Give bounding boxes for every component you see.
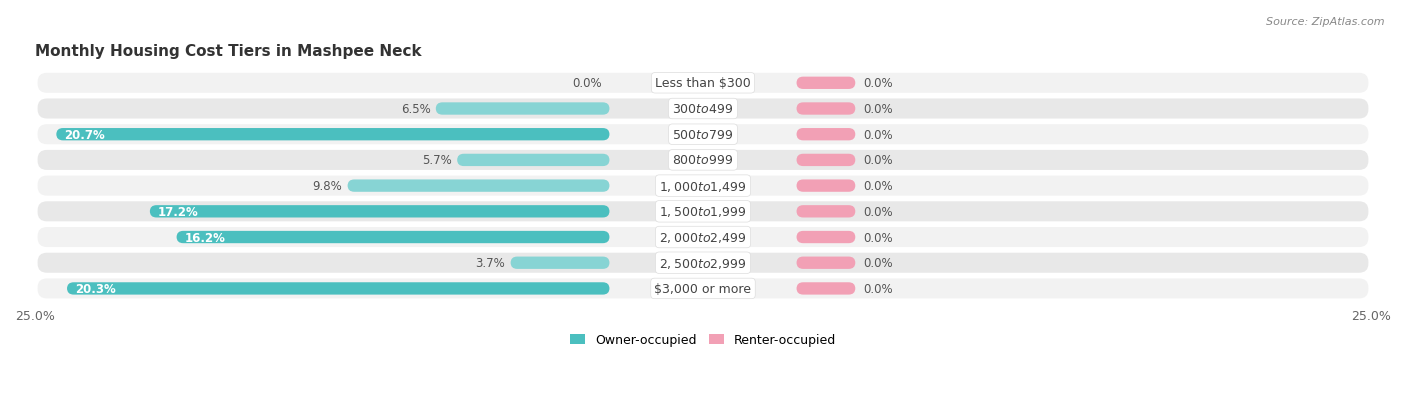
FancyBboxPatch shape xyxy=(797,231,855,244)
Text: $3,000 or more: $3,000 or more xyxy=(655,282,751,295)
Text: 5.7%: 5.7% xyxy=(422,154,451,167)
FancyBboxPatch shape xyxy=(797,129,855,141)
FancyBboxPatch shape xyxy=(797,257,855,269)
Text: 0.0%: 0.0% xyxy=(863,77,893,90)
FancyBboxPatch shape xyxy=(38,125,1368,145)
FancyBboxPatch shape xyxy=(38,150,1368,171)
FancyBboxPatch shape xyxy=(150,206,609,218)
FancyBboxPatch shape xyxy=(56,129,609,141)
Text: 20.3%: 20.3% xyxy=(75,282,115,295)
FancyBboxPatch shape xyxy=(177,231,609,244)
Text: $1,500 to $1,999: $1,500 to $1,999 xyxy=(659,205,747,219)
Text: 0.0%: 0.0% xyxy=(863,282,893,295)
Text: $2,500 to $2,999: $2,500 to $2,999 xyxy=(659,256,747,270)
FancyBboxPatch shape xyxy=(797,180,855,192)
FancyBboxPatch shape xyxy=(38,74,1368,94)
Text: $2,000 to $2,499: $2,000 to $2,499 xyxy=(659,230,747,244)
Text: 0.0%: 0.0% xyxy=(863,231,893,244)
Text: 0.0%: 0.0% xyxy=(863,128,893,141)
Text: Source: ZipAtlas.com: Source: ZipAtlas.com xyxy=(1267,17,1385,26)
Text: $800 to $999: $800 to $999 xyxy=(672,154,734,167)
FancyBboxPatch shape xyxy=(797,206,855,218)
FancyBboxPatch shape xyxy=(38,228,1368,247)
FancyBboxPatch shape xyxy=(38,202,1368,222)
Text: 9.8%: 9.8% xyxy=(312,180,342,192)
Text: 0.0%: 0.0% xyxy=(863,180,893,192)
FancyBboxPatch shape xyxy=(457,154,609,167)
Text: Monthly Housing Cost Tiers in Mashpee Neck: Monthly Housing Cost Tiers in Mashpee Ne… xyxy=(35,44,422,59)
FancyBboxPatch shape xyxy=(436,103,609,115)
Text: 20.7%: 20.7% xyxy=(65,128,105,141)
FancyBboxPatch shape xyxy=(38,253,1368,273)
Text: 0.0%: 0.0% xyxy=(572,77,602,90)
FancyBboxPatch shape xyxy=(38,279,1368,299)
FancyBboxPatch shape xyxy=(797,78,855,90)
FancyBboxPatch shape xyxy=(797,282,855,295)
Text: 0.0%: 0.0% xyxy=(863,103,893,116)
Legend: Owner-occupied, Renter-occupied: Owner-occupied, Renter-occupied xyxy=(565,329,841,351)
Text: 0.0%: 0.0% xyxy=(863,205,893,218)
FancyBboxPatch shape xyxy=(67,282,609,295)
FancyBboxPatch shape xyxy=(38,176,1368,196)
FancyBboxPatch shape xyxy=(38,99,1368,119)
FancyBboxPatch shape xyxy=(347,180,609,192)
FancyBboxPatch shape xyxy=(797,103,855,115)
Text: 0.0%: 0.0% xyxy=(863,154,893,167)
Text: $300 to $499: $300 to $499 xyxy=(672,103,734,116)
Text: 6.5%: 6.5% xyxy=(401,103,430,116)
Text: $500 to $799: $500 to $799 xyxy=(672,128,734,141)
FancyBboxPatch shape xyxy=(510,257,609,269)
Text: 0.0%: 0.0% xyxy=(863,256,893,270)
FancyBboxPatch shape xyxy=(797,154,855,167)
Text: 17.2%: 17.2% xyxy=(157,205,198,218)
Text: 16.2%: 16.2% xyxy=(184,231,225,244)
Text: 3.7%: 3.7% xyxy=(475,256,505,270)
Text: $1,000 to $1,499: $1,000 to $1,499 xyxy=(659,179,747,193)
Text: Less than $300: Less than $300 xyxy=(655,77,751,90)
